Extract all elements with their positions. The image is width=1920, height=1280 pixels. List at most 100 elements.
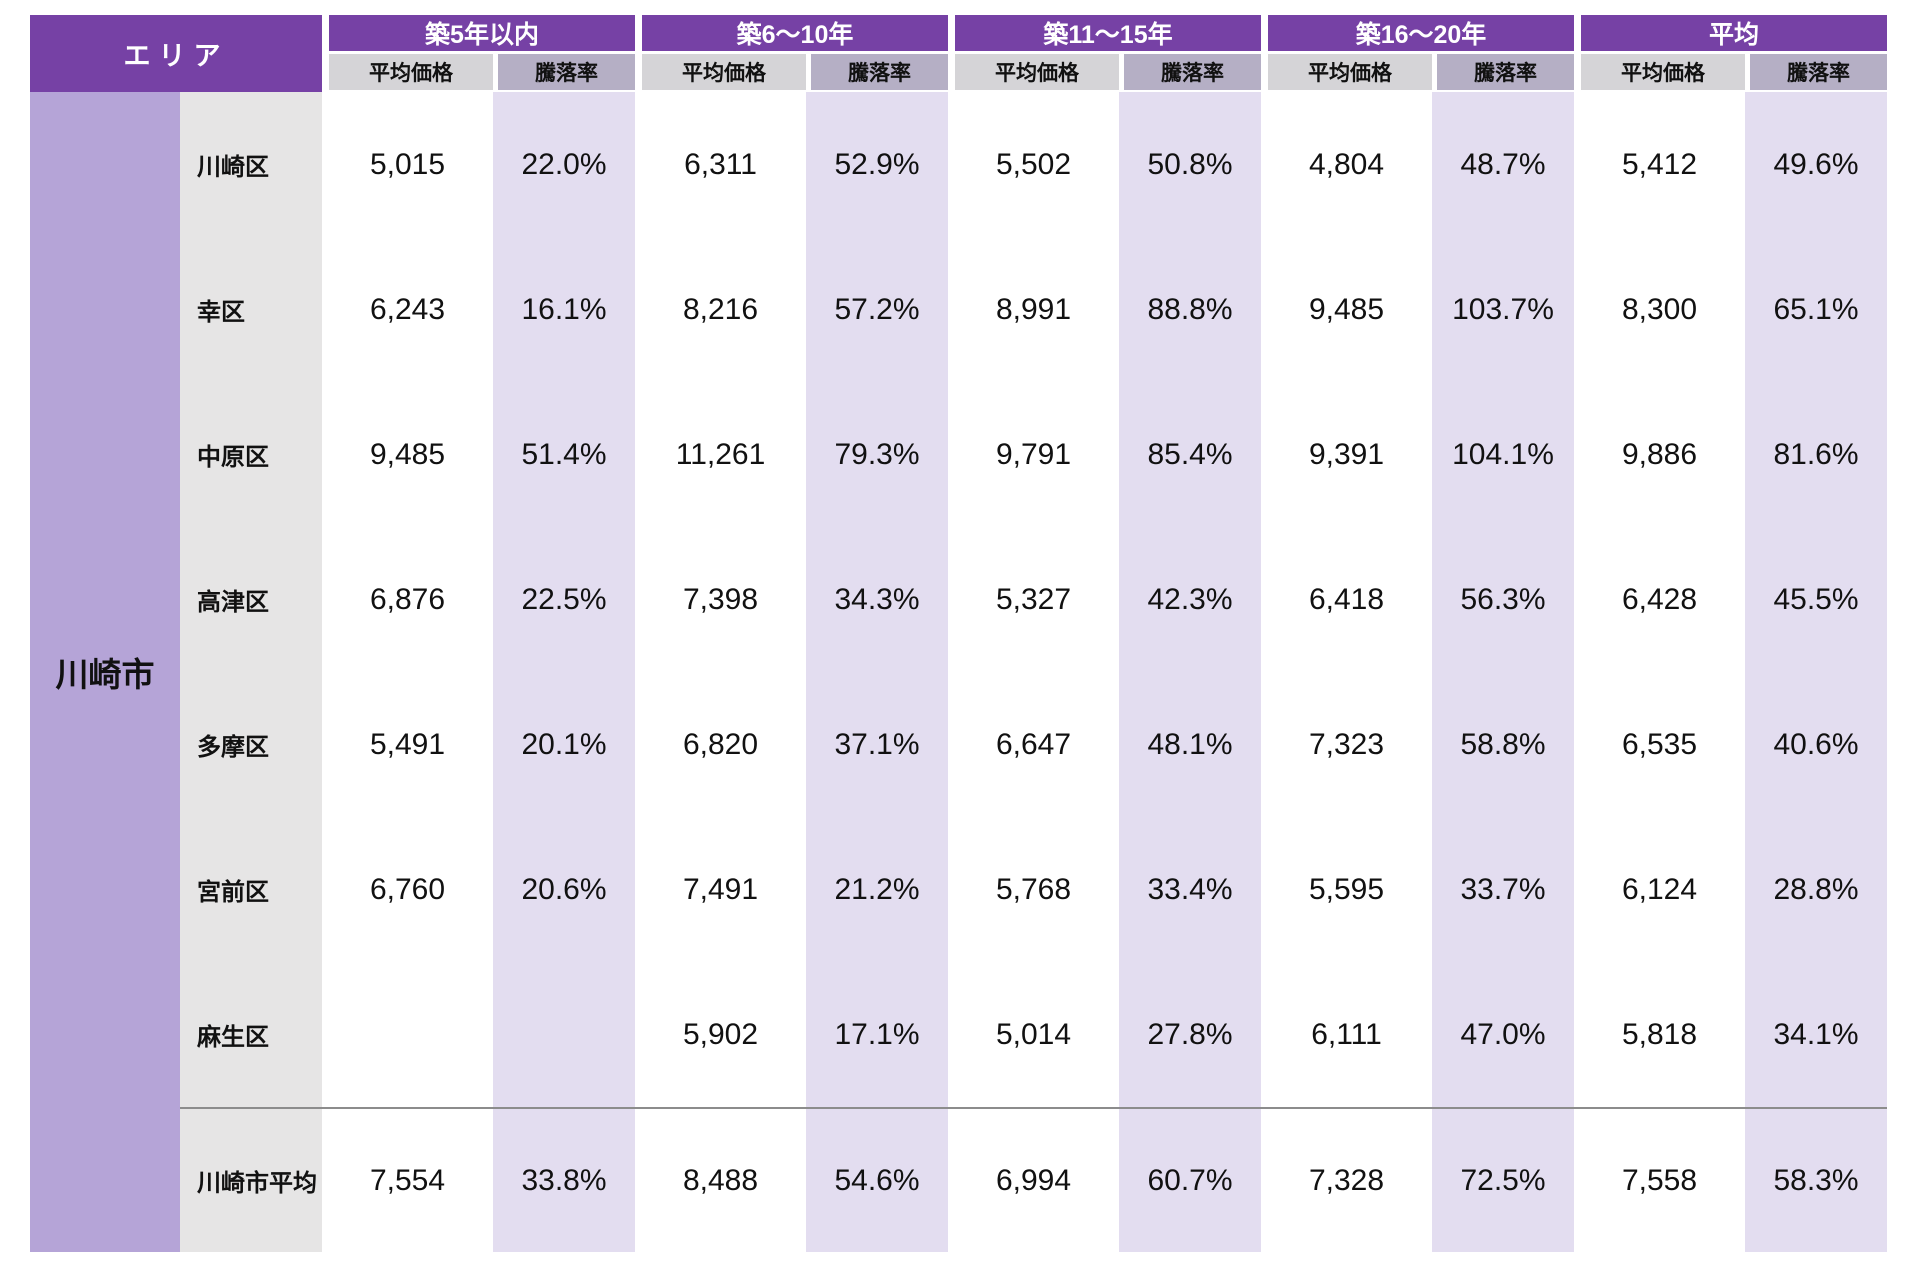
ward-cell: 幸区 [180, 237, 322, 382]
rate-cell: 65.1% [1745, 237, 1888, 382]
rate-cell: 81.6% [1745, 382, 1888, 527]
price-subheader: 平均価格 [1574, 54, 1745, 92]
ward-row: 多摩区 5,491 20.1% 6,820 37.1% 6,647 48.1% 7,323 58… [30, 672, 1888, 817]
table-body: 川崎市 川崎区 5,015 22.0% 6,311 52.9% 5,502 50.8% 4,80… [30, 92, 1888, 1252]
rate-cell: 49.6% [1745, 92, 1888, 237]
rate-cell: 51.4% [493, 382, 635, 527]
price-cell: 7,323 [1261, 672, 1432, 817]
price-cell: 4,804 [1261, 92, 1432, 237]
age-group-header-0-5y: 築5年以内 [322, 15, 635, 54]
price-cell: 6,311 [635, 92, 806, 237]
price-cell: 9,886 [1574, 382, 1745, 527]
price-cell: 5,595 [1261, 817, 1432, 962]
price-cell: 5,491 [322, 672, 493, 817]
ward-row: 宮前区 6,760 20.6% 7,491 21.2% 5,768 33.4% 5,595 33… [30, 817, 1888, 962]
rate-cell: 58.3% [1745, 1107, 1888, 1252]
price-cell: 9,485 [322, 382, 493, 527]
price-cell: 5,502 [948, 92, 1119, 237]
rate-cell: 40.6% [1745, 672, 1888, 817]
rate-subheader: 騰落率 [1119, 54, 1261, 92]
rate-cell: 34.1% [1745, 962, 1888, 1107]
price-cell: 7,558 [1574, 1107, 1745, 1252]
rate-cell: 72.5% [1432, 1107, 1574, 1252]
header-row-groups: エリア 築5年以内 築6〜10年 築11〜15年 築16〜20年 平均 [30, 15, 1888, 92]
price-cell: 8,216 [635, 237, 806, 382]
area-header-cell: エリア [30, 15, 322, 92]
ward-cell: 多摩区 [180, 672, 322, 817]
ward-row: 麻生区 5,902 17.1% 5,014 27.8% 6,111 47.0% 5,818 34… [30, 962, 1888, 1107]
rate-cell: 60.7% [1119, 1107, 1261, 1252]
rate-subheader: 騰落率 [493, 54, 635, 92]
price-table-container: エリア 築5年以内 築6〜10年 築11〜15年 築16〜20年 平均 平均価格… [30, 15, 1888, 1252]
price-cell: 7,328 [1261, 1107, 1432, 1252]
rate-cell: 22.0% [493, 92, 635, 237]
price-cell: 5,412 [1574, 92, 1745, 237]
price-cell: 7,398 [635, 527, 806, 672]
price-subheader: 平均価格 [322, 54, 493, 92]
price-cell: 5,768 [948, 817, 1119, 962]
ward-cell: 川崎区 [180, 92, 322, 237]
price-cell: 5,818 [1574, 962, 1745, 1107]
price-cell: 6,535 [1574, 672, 1745, 817]
age-group-header-11-15y: 築11〜15年 [948, 15, 1261, 54]
price-cell: 8,488 [635, 1107, 806, 1252]
rate-subheader: 騰落率 [806, 54, 948, 92]
rate-cell [493, 962, 635, 1107]
rate-cell: 88.8% [1119, 237, 1261, 382]
ward-cell: 川崎市平均 [180, 1107, 322, 1252]
price-cell: 5,014 [948, 962, 1119, 1107]
ward-row: 中原区 9,485 51.4% 11,261 79.3% 9,791 85.4% 9,391 1… [30, 382, 1888, 527]
price-cell: 6,124 [1574, 817, 1745, 962]
rate-cell: 37.1% [806, 672, 948, 817]
price-cell [322, 962, 493, 1107]
rate-cell: 21.2% [806, 817, 948, 962]
rate-cell: 16.1% [493, 237, 635, 382]
ward-row: 川崎市 川崎区 5,015 22.0% 6,311 52.9% 5,502 50.8% 4,80… [30, 92, 1888, 1252]
price-cell: 7,491 [635, 817, 806, 962]
summary-row: 川崎市平均 7,554 33.8% 8,488 54.6% 6,994 60.7% 7,328… [30, 1107, 1888, 1252]
price-cell: 6,820 [635, 672, 806, 817]
rate-cell: 50.8% [1119, 92, 1261, 237]
price-cell: 11,261 [635, 382, 806, 527]
age-group-header-average: 平均 [1574, 15, 1888, 54]
price-cell: 7,554 [322, 1107, 493, 1252]
rate-cell: 54.6% [806, 1107, 948, 1252]
age-group-header-6-10y: 築6〜10年 [635, 15, 948, 54]
age-group-header-16-20y: 築16〜20年 [1261, 15, 1574, 54]
rate-subheader: 騰落率 [1432, 54, 1574, 92]
rate-cell: 22.5% [493, 527, 635, 672]
rate-subheader: 騰落率 [1745, 54, 1888, 92]
price-subheader: 平均価格 [635, 54, 806, 92]
rate-cell: 48.7% [1432, 92, 1574, 237]
price-subheader: 平均価格 [948, 54, 1119, 92]
rate-cell: 34.3% [806, 527, 948, 672]
rate-cell: 33.7% [1432, 817, 1574, 962]
rate-cell: 85.4% [1119, 382, 1261, 527]
header-row-sub: 平均価格 騰落率 平均価格 騰落率 平均価格 騰落率 平均価格 騰落率 平均価格… [30, 54, 1888, 92]
price-cell: 8,991 [948, 237, 1119, 382]
rate-cell: 33.8% [493, 1107, 635, 1252]
real-estate-table: エリア 築5年以内 築6〜10年 築11〜15年 築16〜20年 平均 平均価格… [30, 15, 1888, 1252]
rate-cell: 48.1% [1119, 672, 1261, 817]
rate-cell: 79.3% [806, 382, 948, 527]
price-subheader: 平均価格 [1261, 54, 1432, 92]
price-cell: 6,418 [1261, 527, 1432, 672]
rate-cell: 45.5% [1745, 527, 1888, 672]
ward-cell: 宮前区 [180, 817, 322, 962]
price-cell: 9,391 [1261, 382, 1432, 527]
ward-cell: 麻生区 [180, 962, 322, 1107]
price-cell: 5,327 [948, 527, 1119, 672]
ward-cell: 高津区 [180, 527, 322, 672]
rate-cell: 52.9% [806, 92, 948, 237]
ward-row: 幸区 6,243 16.1% 8,216 57.2% 8,991 88.8% 9,485 103… [30, 237, 1888, 382]
price-cell: 6,876 [322, 527, 493, 672]
rate-cell: 33.4% [1119, 817, 1261, 962]
price-cell: 9,485 [1261, 237, 1432, 382]
price-cell: 8,300 [1574, 237, 1745, 382]
price-cell: 5,015 [322, 92, 493, 237]
city-cell: 川崎市 [30, 92, 180, 1252]
rate-cell: 56.3% [1432, 527, 1574, 672]
ward-cell: 中原区 [180, 382, 322, 527]
price-cell: 5,902 [635, 962, 806, 1107]
rate-cell: 104.1% [1432, 382, 1574, 527]
